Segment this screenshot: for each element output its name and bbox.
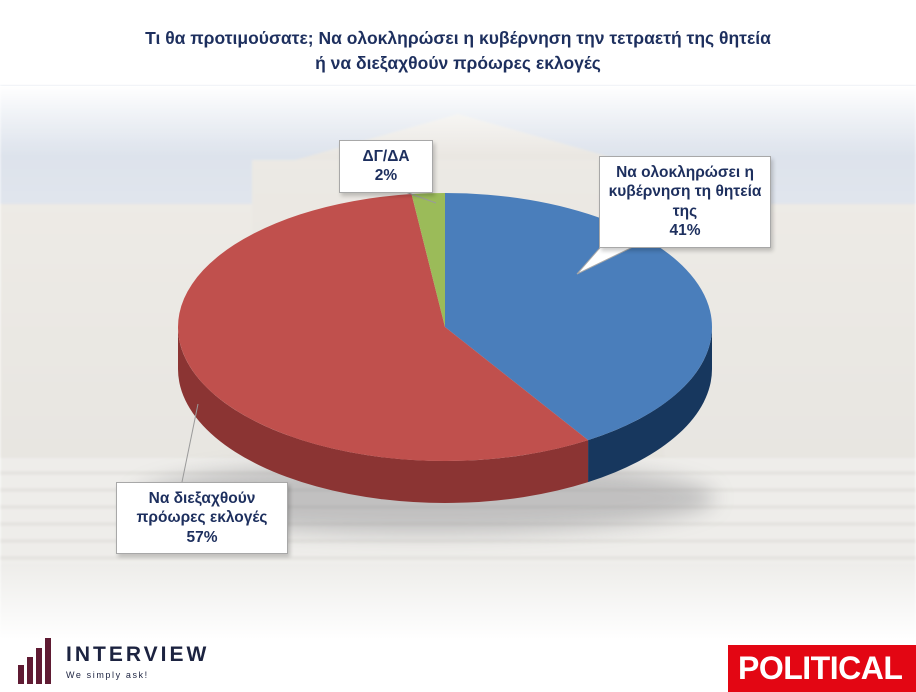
callout-complete-term-percent: 41% xyxy=(669,222,701,240)
photo-fade-top xyxy=(0,86,916,156)
callout-early-elections-percent: 57% xyxy=(186,528,218,546)
callout-dgda-percent: 2% xyxy=(374,167,398,185)
photo-fade-bottom xyxy=(0,556,916,640)
chart-title-line2: ή να διεξαχθούν πρόωρες εκλογές xyxy=(315,52,601,73)
bar-chart-icon xyxy=(18,638,51,684)
chart-title-line1: Τι θα προτιμούσατε; Να ολοκληρώσει η κυβ… xyxy=(145,28,771,48)
chart-title: Τι θα προτιμούσατε; Να ολοκληρώσει η κυβ… xyxy=(0,26,916,75)
leader-line-elections xyxy=(181,403,199,483)
callout-complete-term: Να ολοκληρώσει η κυβέρνηση τη θητεία της… xyxy=(599,156,771,248)
callout-dgda-label: ΔΓ/ΔΑ xyxy=(362,148,410,165)
callout-complete-term-label: Να ολοκληρώσει η κυβέρνηση τη θητεία της xyxy=(608,164,762,220)
callout-early-elections: Να διεξαχθούν πρόωρες εκλογές 57% xyxy=(116,482,288,555)
callout-early-elections-label: Να διεξαχθούν πρόωρες εκλογές xyxy=(136,490,268,527)
interview-logo: INTERVIEW We simply ask! xyxy=(16,638,209,684)
brand-tagline: We simply ask! xyxy=(66,669,149,680)
interview-logo-text: INTERVIEW We simply ask! xyxy=(66,643,209,680)
political-logo: POLITICAL xyxy=(728,645,916,692)
brand-name: INTERVIEW xyxy=(66,642,210,666)
callout-dgda: ΔΓ/ΔΑ 2% xyxy=(339,140,433,193)
